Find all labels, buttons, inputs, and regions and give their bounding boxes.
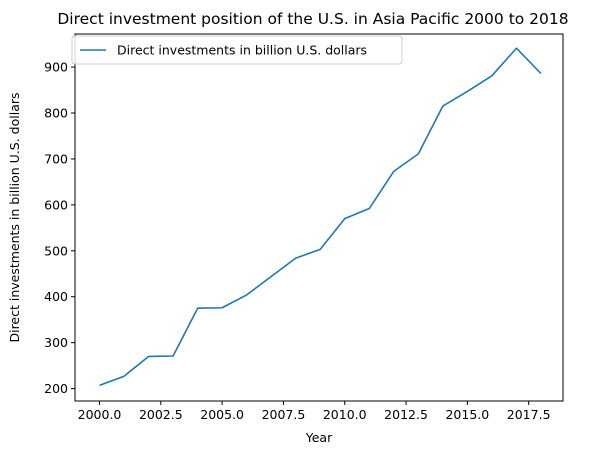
y-tick-label: 300 [44,335,68,350]
x-tick-label: 2002.5 [139,407,183,422]
y-tick-label: 200 [44,381,68,396]
y-axis-label: Direct investments in billion U.S. dolla… [7,92,22,342]
x-axis-ticks: 2000.0 2002.5 2005.0 2007.5 2010.0 2012.5 2015… [78,401,551,422]
x-tick-label: 2000.0 [78,407,122,422]
y-tick-label: 700 [44,151,68,166]
plot-area-frame [74,33,564,402]
x-tick-label: 2012.5 [384,407,428,422]
x-tick-label: 2007.5 [262,407,306,422]
x-tick-label: 2005.0 [200,407,244,422]
x-tick-label: 2015.0 [445,407,489,422]
legend-box [71,35,403,65]
series-line-direct-investments [99,47,542,387]
legend-label: Direct investments in billion U.S. dolla… [117,43,367,58]
x-tick-label: 2017.5 [507,407,551,422]
y-tick-label: 800 [44,106,68,121]
y-tick-label: 900 [44,60,68,75]
y-axis-ticks: 200 300 400 500 600 700 800 900 [44,60,75,396]
legend: Direct investments in billion U.S. dolla… [71,35,403,65]
y-tick-label: 600 [44,197,68,212]
chart-title: Direct investment position of the U.S. i… [57,10,568,28]
x-axis-label: Year [305,430,333,445]
y-tick-label: 400 [44,289,68,304]
x-tick-label: 2010.0 [323,407,367,422]
y-tick-label: 500 [44,243,68,258]
